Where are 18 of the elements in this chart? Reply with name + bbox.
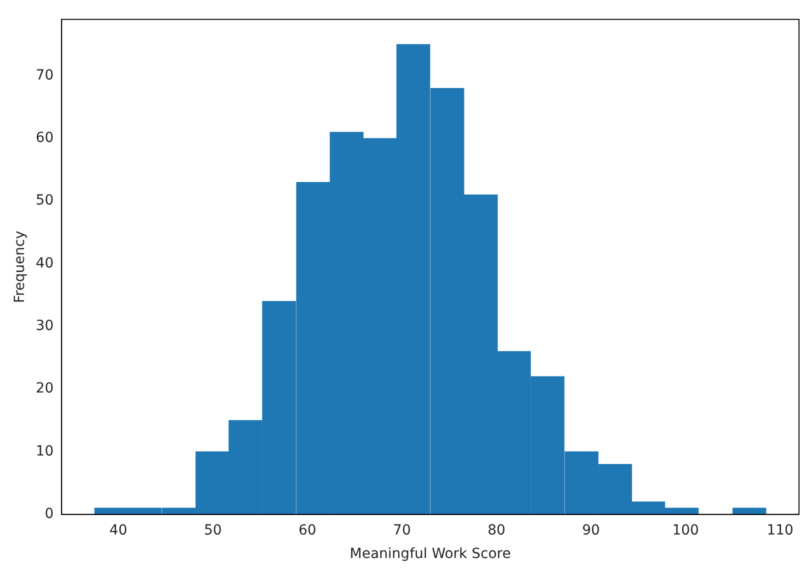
x-axis-title: Meaningful Work Score <box>350 546 511 562</box>
x-tick-label: 80 <box>488 522 506 538</box>
x-tick-label: 50 <box>204 522 222 538</box>
y-tick-label: 20 <box>36 380 54 397</box>
x-tick-label: 100 <box>672 522 699 538</box>
x-tick-label: 90 <box>582 522 600 538</box>
x-tick-label: 70 <box>393 522 411 538</box>
x-tick-label: 60 <box>298 522 316 538</box>
y-tick-label: 10 <box>36 443 54 460</box>
x-tick-label: 40 <box>109 522 128 538</box>
y-tick-label: 50 <box>36 192 54 209</box>
x-tick-label: 110 <box>766 522 794 538</box>
y-tick-label: 70 <box>36 67 54 84</box>
y-axis-title: Frequency <box>12 230 28 304</box>
y-tick-label: 0 <box>44 506 54 522</box>
y-tick-label: 30 <box>36 318 54 334</box>
y-tick-label: 40 <box>36 255 54 272</box>
y-tick-label: 60 <box>36 130 54 146</box>
